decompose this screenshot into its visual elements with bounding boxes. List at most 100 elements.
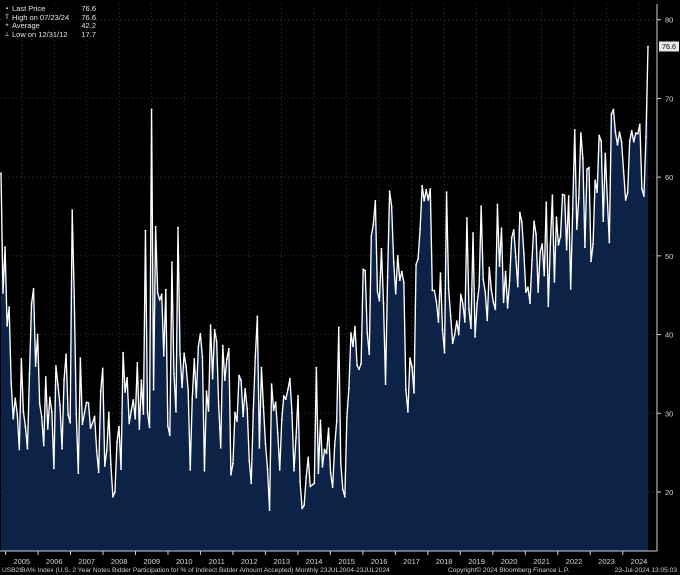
data-point: [417, 258, 419, 260]
data-point: [65, 353, 68, 356]
data-point: [453, 333, 456, 336]
data-point: [219, 446, 222, 449]
data-point: [323, 448, 326, 451]
last-price-marker-icon: ▪: [5, 6, 9, 12]
x-tick-label: 2012: [241, 557, 258, 566]
data-point: [260, 366, 263, 369]
data-point: [608, 241, 611, 244]
last-price-tag: [659, 41, 679, 52]
data-point: [533, 220, 535, 223]
data-point: [162, 354, 165, 357]
data-point: [289, 377, 291, 380]
data-point: [89, 427, 92, 430]
data-point: [563, 194, 566, 197]
data-point: [16, 413, 19, 415]
data-point: [557, 243, 560, 246]
data-point: [73, 295, 76, 298]
data-point: [112, 495, 114, 498]
data-point: [120, 468, 122, 471]
data-point: [539, 251, 542, 253]
data-point: [286, 388, 289, 391]
data-point: [602, 220, 605, 223]
data-point: [537, 291, 540, 293]
data-point: [543, 274, 546, 277]
data-point: [217, 405, 220, 408]
data-point: [262, 406, 265, 408]
data-point: [57, 384, 59, 386]
data-point: [508, 279, 511, 282]
data-point: [32, 288, 35, 290]
data-point: [175, 410, 177, 413]
y-tick-label: 20: [665, 488, 673, 497]
data-point: [116, 441, 118, 444]
data-point: [8, 306, 11, 308]
data-point: [256, 315, 259, 318]
data-point: [555, 216, 558, 219]
data-point: [413, 391, 415, 394]
data-point: [457, 333, 460, 336]
chart-footer: USB2IBA% Index (U.S. 2 Year Notes Bidder…: [0, 566, 680, 575]
data-point: [514, 255, 517, 258]
data-point: [103, 465, 106, 467]
data-point: [177, 226, 179, 229]
data-point: [545, 201, 548, 204]
data-point: [384, 383, 387, 386]
data-point: [529, 302, 531, 304]
data-point: [419, 228, 422, 230]
data-point: [498, 265, 501, 267]
data-point: [421, 184, 424, 187]
data-point: [272, 409, 275, 412]
data-point: [571, 207, 574, 210]
data-point: [291, 411, 293, 414]
x-tick-label: 2024: [631, 557, 648, 566]
data-point: [126, 376, 129, 379]
data-point: [573, 129, 576, 131]
data-point: [203, 469, 206, 472]
data-point: [130, 410, 133, 412]
legend-row-average: + Average 42.2: [4, 22, 96, 31]
data-point: [280, 418, 283, 421]
data-point: [81, 423, 84, 426]
data-point: [598, 134, 601, 137]
data-point: [341, 488, 344, 491]
legend-row-low: ⊥ Low on 12/31/12 17.7: [4, 29, 96, 40]
x-tick-label: 2018: [436, 557, 453, 566]
data-point: [400, 270, 403, 273]
data-point: [282, 395, 285, 397]
data-point: [36, 333, 39, 336]
data-point: [6, 325, 9, 327]
data-point: [12, 417, 15, 420]
data-point: [565, 248, 568, 251]
data-point: [311, 483, 314, 486]
data-point: [486, 319, 489, 322]
legend-label: Low on 12/31/12: [12, 29, 68, 39]
legend-value: 42.2: [81, 21, 96, 31]
data-point: [307, 456, 310, 459]
x-tick-label: 2008: [111, 557, 128, 566]
data-point: [504, 270, 507, 273]
data-point: [258, 446, 261, 449]
legend-label: Average: [12, 21, 40, 31]
x-tick-label: 2006: [46, 557, 63, 566]
data-point: [93, 415, 96, 418]
data-point: [83, 412, 86, 415]
data-point: [0, 172, 2, 175]
data-point: [636, 132, 639, 135]
data-point: [622, 169, 625, 172]
data-point: [626, 191, 629, 194]
data-point: [423, 199, 426, 202]
data-point: [590, 260, 592, 263]
data-point: [531, 258, 533, 261]
data-point: [264, 443, 267, 445]
data-point: [382, 302, 385, 304]
data-point: [494, 308, 497, 311]
data-point: [407, 410, 409, 413]
data-point: [510, 236, 513, 239]
data-point: [549, 243, 552, 245]
data-point: [99, 390, 102, 393]
data-point: [354, 325, 356, 328]
data-point: [435, 300, 438, 303]
data-point: [374, 199, 377, 202]
data-point: [592, 243, 594, 245]
